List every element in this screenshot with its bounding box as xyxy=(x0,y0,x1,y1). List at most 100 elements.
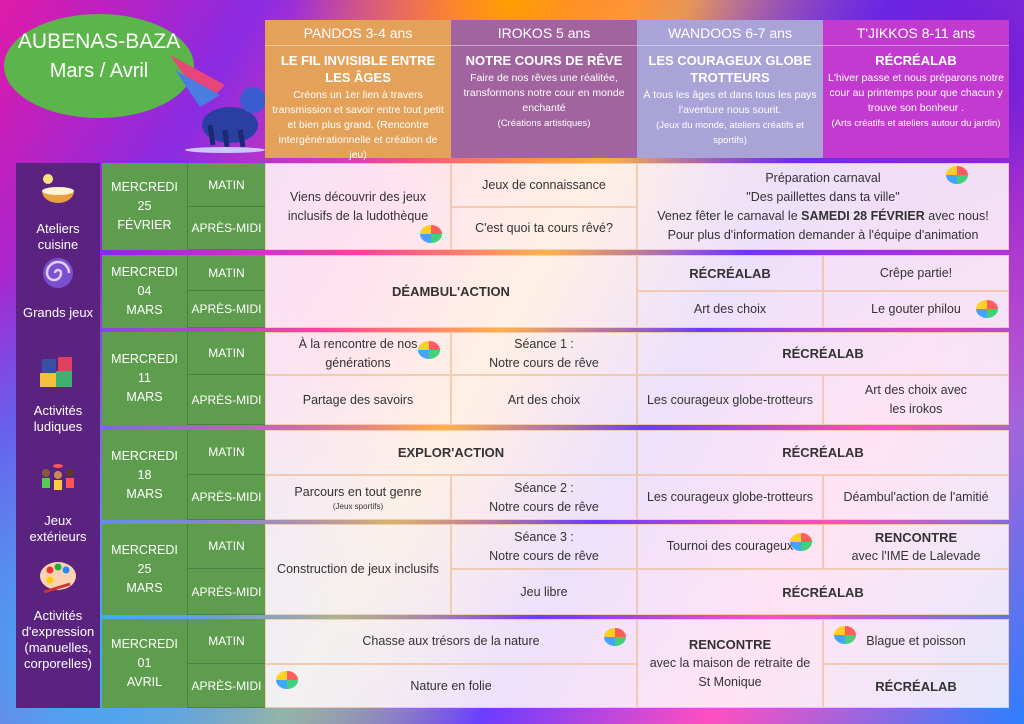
activity-text: Viens découvrir des jeux inclusifs de la… xyxy=(287,189,429,223)
date-num: 18 xyxy=(137,467,152,482)
group-header: PANDOS 3-4 ans xyxy=(265,20,451,46)
activity-text: Crêpe partie! xyxy=(879,265,953,280)
decor-palette-icon xyxy=(976,300,998,318)
activity-cell: RÉCRÉALAB xyxy=(637,332,1009,375)
activity-cell: Le gouter philou xyxy=(823,291,1009,328)
group-header: IROKOS 5 ans xyxy=(451,20,637,46)
carnaval-date: SAMEDI 28 FÉVRIER xyxy=(801,208,925,223)
period-morning: MATIN xyxy=(188,163,265,207)
date-month: AVRIL xyxy=(126,675,163,689)
date-day: MERCREDI xyxy=(111,265,178,279)
period-afternoon: APRÈS-MIDI xyxy=(188,207,265,250)
kids-playing-icon xyxy=(42,464,74,490)
activity-cell: Déambul'action de l'amitié xyxy=(823,475,1009,520)
activity-cell: Séance 3 : Notre cours de rêve xyxy=(451,524,637,569)
activity-title: RÉCRÉALAB xyxy=(689,265,771,281)
activity-text: Parcours en tout genre xyxy=(294,485,422,499)
date-day: MERCREDI xyxy=(111,637,178,651)
group-description: RÉCRÉALAB L'hiver passe et nous préparons… xyxy=(823,46,1009,158)
decor-palette-icon xyxy=(420,225,442,243)
date-num: 04 xyxy=(137,284,152,298)
date-month: MARS xyxy=(126,390,163,404)
decor-palette-icon xyxy=(604,628,626,646)
date-cell: MERCREDI 11 MARS xyxy=(102,332,188,425)
period-morning: MATIN xyxy=(188,332,265,375)
period-afternoon: APRÈS-MIDI xyxy=(188,291,265,328)
activity-title: EXPLOR'ACTION xyxy=(397,445,505,460)
activity-text: Tournoi des courageux xyxy=(666,539,794,553)
activity-cell: RÉCRÉALAB xyxy=(637,430,1009,475)
activity-title: RÉCRÉALAB xyxy=(782,346,864,361)
group-desc-text: L'hiver passe et nous préparons notre co… xyxy=(828,72,1004,114)
palette-icon xyxy=(40,562,76,594)
date-month: MARS xyxy=(126,303,163,317)
group-note: (Créations artistiques) xyxy=(497,118,591,129)
cooking-bowl-icon xyxy=(42,174,74,203)
activity-title: RENCONTRE xyxy=(688,637,772,652)
activity-cell: Crêpe partie! xyxy=(823,255,1009,291)
activity-cell: Parcours en tout genre (Jeux sportifs) xyxy=(265,475,451,520)
activity-text: Art des choix avec xyxy=(864,383,968,397)
period-morning: MATIN xyxy=(188,524,265,569)
sidebar-category: Activités ludiques xyxy=(16,353,100,435)
activity-cell: RÉCRÉALAB xyxy=(637,255,823,291)
group-note: (Arts créatifs et ateliers autour du jar… xyxy=(831,118,1001,129)
period-afternoon: APRÈS-MIDI xyxy=(188,569,265,615)
activity-cell: RENCONTRE avec l'IME de Lalevade xyxy=(823,524,1009,569)
date-cell: MERCREDI 18 MARS xyxy=(102,430,188,520)
activity-text: avec l'IME de Lalevade xyxy=(851,548,981,563)
sidebar-category: Activités d'expression (manuelles, corpo… xyxy=(16,558,100,672)
activity-text: Séance 1 : xyxy=(514,336,574,351)
activity-title: RÉCRÉALAB xyxy=(782,584,864,600)
activity-title: RÉCRÉALAB xyxy=(875,678,957,694)
category-label: Ateliers cuisine xyxy=(36,221,80,252)
activity-cell: Les courageux globe-trotteurs xyxy=(637,475,823,520)
date-num: 11 xyxy=(138,371,151,385)
date-num: 25 xyxy=(137,562,152,576)
carnaval-line: Venez fêter le carnaval le SAMEDI 28 FÉV… xyxy=(657,207,988,226)
activity-text: Séance 3 : xyxy=(514,529,574,544)
activity-text: St Monique xyxy=(698,675,762,689)
activity-text: C'est quoi ta cours rêvé? xyxy=(475,221,613,235)
date-num: 25 xyxy=(137,199,152,213)
period-afternoon: APRÈS-MIDI xyxy=(188,664,265,708)
sidebar-category: Jeux extérieurs xyxy=(16,463,100,545)
activity-cell: RENCONTRE avec la maison de retraite de St… xyxy=(637,619,823,708)
title-badge: AUBENAS-BAZA Mars / Avril xyxy=(4,14,194,118)
activity-cell: Séance 1 : Notre cours de rêve xyxy=(451,332,637,375)
activity-text: Les courageux globe-trotteurs xyxy=(646,490,814,504)
date-cell: MERCREDI 25 FÉVRIER xyxy=(102,163,188,250)
activity-cell: Art des choix xyxy=(637,291,823,328)
group-desc-text: Faire de nos rêves une réalitée, transfo… xyxy=(463,72,625,114)
activity-cell: Construction de jeux inclusifs xyxy=(265,524,451,615)
decor-palette-icon xyxy=(276,671,298,689)
location-title: AUBENAS-BAZA xyxy=(17,30,181,53)
activity-cell: Viens découvrir des jeux inclusifs de la… xyxy=(265,163,451,250)
activity-text: les irokos xyxy=(889,402,943,416)
decor-palette-icon xyxy=(946,166,968,184)
period-afternoon: APRÈS-MIDI xyxy=(188,375,265,425)
date-cell: MERCREDI 01 AVRIL xyxy=(102,619,188,708)
category-label: Activités ludiques xyxy=(33,403,83,434)
category-label: Grands jeux xyxy=(22,305,94,320)
sidebar-category: Grands jeux xyxy=(16,255,100,321)
activity-cell: Tournoi des courageux xyxy=(637,524,823,569)
date-month: MARS xyxy=(126,486,163,501)
activity-cell: EXPLOR'ACTION xyxy=(265,430,637,475)
decor-palette-icon xyxy=(834,626,856,644)
activity-cell: RÉCRÉALAB xyxy=(637,569,1009,615)
date-cell: MERCREDI 25 MARS xyxy=(102,524,188,615)
activity-title: RENCONTRE xyxy=(874,529,958,545)
activity-text: Notre cours de rêve xyxy=(489,499,599,514)
activity-text: Partage des savoirs xyxy=(302,392,414,407)
group-description: LES COURAGEUX GLOBE TROTTEURS À tous les … xyxy=(637,46,823,158)
puzzle-icon xyxy=(40,357,72,387)
group-description: NOTRE COURS DE RÊVE Faire de nos rêves un… xyxy=(451,46,637,158)
activity-text: Art des choix xyxy=(507,392,581,407)
activity-cell: C'est quoi ta cours rêvé? xyxy=(451,207,637,250)
activity-text: Notre cours de rêve xyxy=(489,548,599,563)
group-desc-text: À tous les âges et dans tous les pays l'… xyxy=(643,89,817,116)
sidebar-category: Ateliers cuisine xyxy=(16,171,100,253)
date-cell: MERCREDI 04 MARS xyxy=(102,255,188,328)
carnaval-line: Pour plus d'information demander à l'équ… xyxy=(667,227,979,242)
